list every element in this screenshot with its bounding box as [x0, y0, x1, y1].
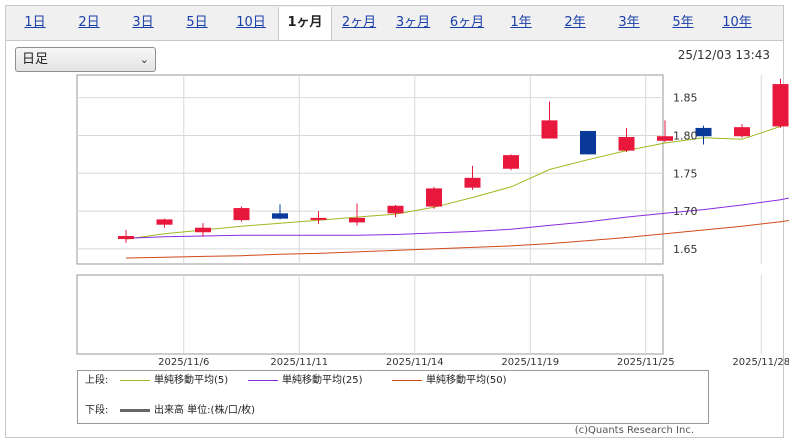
chevron-down-icon: ⌄ — [139, 53, 149, 66]
legend-lower-label: 下段: — [85, 405, 109, 416]
copyright-notice: (c)Quants Research Inc. — [574, 425, 694, 436]
tab-3[interactable]: 5日 — [186, 15, 208, 30]
tab-1[interactable]: 2日 — [78, 15, 100, 30]
tab-2[interactable]: 3日 — [132, 15, 154, 30]
legend-volume-label: 出来高 単位:(株/口/枚) — [154, 405, 256, 416]
legend-ma25-swatch — [248, 379, 278, 381]
legend-volume: 出来高 単位:(株/口/枚) — [120, 404, 255, 418]
tab-5[interactable]: 1ヶ月 — [278, 7, 332, 42]
legend-ma5-label: 単純移動平均(5) — [154, 375, 229, 386]
tab-4[interactable]: 10日 — [236, 15, 266, 30]
interval-select-value: 日足 — [22, 52, 49, 67]
tab-8[interactable]: 6ヶ月 — [449, 15, 485, 30]
tab-0[interactable]: 1日 — [24, 15, 46, 30]
legend-ma25-label: 単純移動平均(25) — [282, 375, 363, 386]
timestamp: 25/12/03 13:43 — [677, 48, 770, 62]
tab-6[interactable]: 2ヶ月 — [341, 15, 377, 30]
legend-ma5-swatch — [120, 379, 150, 381]
period-tab-bar: 1日 2日 3日 5日 10日 1ヶ月 2ヶ月 3ヶ月 6ヶ月 1年 2年 3年 5年 10年 — [5, 5, 784, 42]
legend-ma50-swatch — [392, 379, 422, 381]
tab-13[interactable]: 10年 — [722, 15, 752, 30]
legend-ma5: 単純移動平均(5) — [120, 374, 228, 388]
tab-12[interactable]: 5年 — [672, 15, 694, 30]
tab-10[interactable]: 2年 — [564, 15, 586, 30]
tab-9[interactable]: 1年 — [510, 15, 532, 30]
legend-upper-label: 上段: — [85, 375, 109, 386]
tab-7[interactable]: 3ヶ月 — [395, 15, 431, 30]
chart-legend: 上段: 単純移動平均(5) 単純移動平均(25) 単純移動平均(50) 下段: … — [77, 370, 709, 424]
legend-ma50: 単純移動平均(50) — [392, 374, 507, 388]
legend-ma25: 単純移動平均(25) — [248, 374, 363, 388]
interval-select[interactable]: 日足 ⌄ — [15, 47, 156, 72]
tab-11[interactable]: 3年 — [618, 15, 640, 30]
legend-volume-swatch — [120, 408, 150, 412]
legend-ma50-label: 単純移動平均(50) — [426, 375, 507, 386]
